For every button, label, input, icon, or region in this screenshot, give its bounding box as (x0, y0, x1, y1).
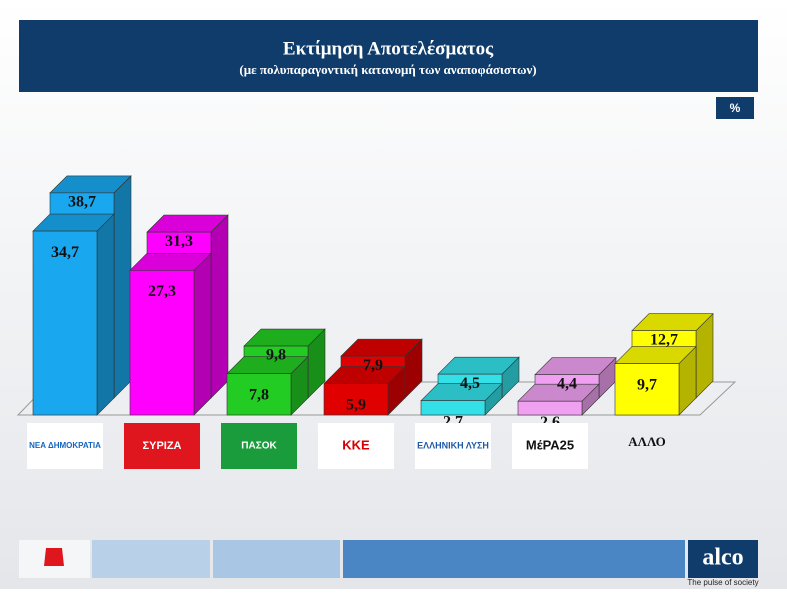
bar (32, 230, 98, 416)
party-logo (512, 423, 588, 469)
bar-side (113, 175, 132, 399)
x-tick-label: ΕΛΛΗΝΙΚΗ ΛΥΣΗ (417, 440, 489, 450)
unit-label: % (730, 101, 741, 115)
party-logo (27, 423, 103, 469)
value-label: 34,7 (51, 244, 79, 261)
value-label: 7,9 (363, 357, 383, 374)
channel-logo (44, 548, 64, 566)
bar (517, 400, 583, 416)
bar-side (210, 214, 229, 399)
header-band (19, 20, 758, 92)
brand-box (688, 540, 758, 578)
value-label: 4,5 (460, 375, 480, 392)
x-tick-label: ΣΥΡΙΖΑ (143, 440, 182, 452)
bar (323, 383, 389, 416)
bar (614, 363, 680, 416)
bar (420, 400, 486, 416)
footer-band (213, 540, 340, 578)
chart-title: Εκτίμηση Αποτελέσματος (283, 38, 494, 59)
party-logo (318, 423, 394, 469)
x-tick-label: ΜέΡΑ25 (526, 437, 574, 452)
bar (226, 373, 292, 416)
x-tick-label: ΠΑΣΟΚ (241, 441, 277, 452)
value-label: 27,3 (148, 283, 176, 300)
footer-band (343, 540, 685, 578)
value-label: 31,3 (165, 233, 193, 250)
value-label: 9,8 (266, 347, 286, 364)
category-labels: ΝΕΑ ΔΗΜΟΚΡΑΤΙΑ ΣΥΡΙΖΑ ΠΑΣΟΚ ΚΚΕ ΕΛΛΗΝΙΚΗ ΛΥΣ… (27, 423, 666, 469)
party-logo (415, 423, 491, 469)
bar-side (96, 213, 115, 416)
x-tick-label: ΑΛΛΟ (628, 434, 665, 449)
bar-side (193, 252, 212, 416)
tagline: The pulse of society (687, 578, 758, 587)
x-tick-label: ΝΕΑ ΔΗΜΟΚΡΑΤΙΑ (29, 441, 101, 450)
chart-subtitle: (με πολυπαραγοντική κατανομή των αναποφά… (239, 62, 536, 77)
party-logo (124, 423, 200, 469)
footer-band (92, 540, 210, 578)
value-label: 12,7 (650, 331, 678, 348)
bars: 38,734,731,327,39,87,87,95,94,52,74,42,6… (32, 175, 714, 431)
value-label: 7,8 (249, 386, 269, 403)
brand: alco (702, 545, 743, 571)
value-label: 38,7 (68, 194, 96, 211)
party-logo (221, 423, 297, 469)
value-label: 9,7 (637, 376, 657, 393)
value-label: 4,4 (557, 375, 577, 392)
x-tick-label: ΚΚΕ (342, 437, 370, 452)
value-label: 5,9 (346, 396, 366, 413)
bar (129, 270, 195, 416)
unit-box (716, 97, 754, 119)
